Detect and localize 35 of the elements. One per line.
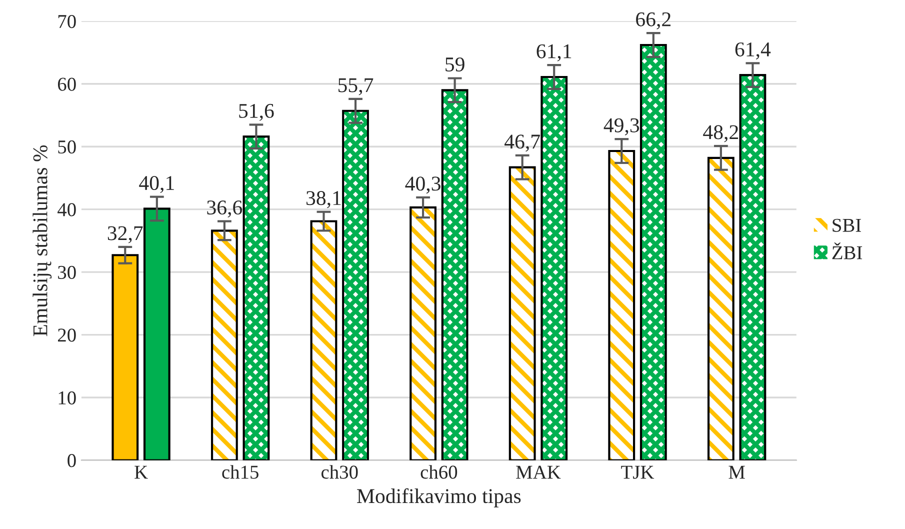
data-label: 55,7 [338, 78, 374, 96]
data-label: 49,3 [604, 118, 640, 136]
x-tick-label: ch30 [321, 465, 358, 479]
x-tick-label: K [134, 466, 148, 479]
bar [112, 254, 139, 460]
data-label: 59 [446, 58, 464, 72]
data-label: 61,4 [735, 42, 771, 60]
y-tick-label: 40 [58, 203, 76, 216]
y-tick-label: 30 [58, 266, 76, 279]
data-label: 32,7 [108, 226, 143, 244]
data-label: 46,7 [504, 134, 540, 152]
x-axis-title: Modifikavimo tipas [357, 488, 521, 508]
data-label: 38,1 [306, 191, 341, 208]
data-label: 61,1 [536, 44, 572, 62]
data-label: 40,3 [405, 176, 440, 194]
y-tick-label: 50 [58, 140, 76, 154]
y-tick-label: 60 [58, 78, 76, 91]
x-tick-label: ch15 [222, 465, 258, 479]
x-tick-label: TJK [621, 466, 654, 479]
y-tick-label: 20 [58, 328, 76, 342]
bar [143, 208, 170, 460]
data-label: 40,1 [139, 176, 174, 194]
legend-label: ŽBI [832, 242, 862, 260]
y-tick-label: 70 [58, 14, 76, 28]
y-axis-title: Emulsijų stabilumas % [32, 145, 52, 336]
data-label: 36,6 [207, 200, 242, 218]
x-tick-label: ch60 [420, 465, 458, 479]
data-label: 66,2 [636, 12, 670, 30]
x-tick-label: M [728, 466, 745, 479]
x-tick-label: MAK [516, 466, 561, 479]
data-label: 51,6 [239, 104, 274, 121]
y-tick-label: 10 [58, 391, 76, 404]
legend-label: SBI [832, 218, 861, 232]
data-label: 48,2 [703, 125, 738, 142]
y-tick-label: 0 [68, 454, 76, 468]
